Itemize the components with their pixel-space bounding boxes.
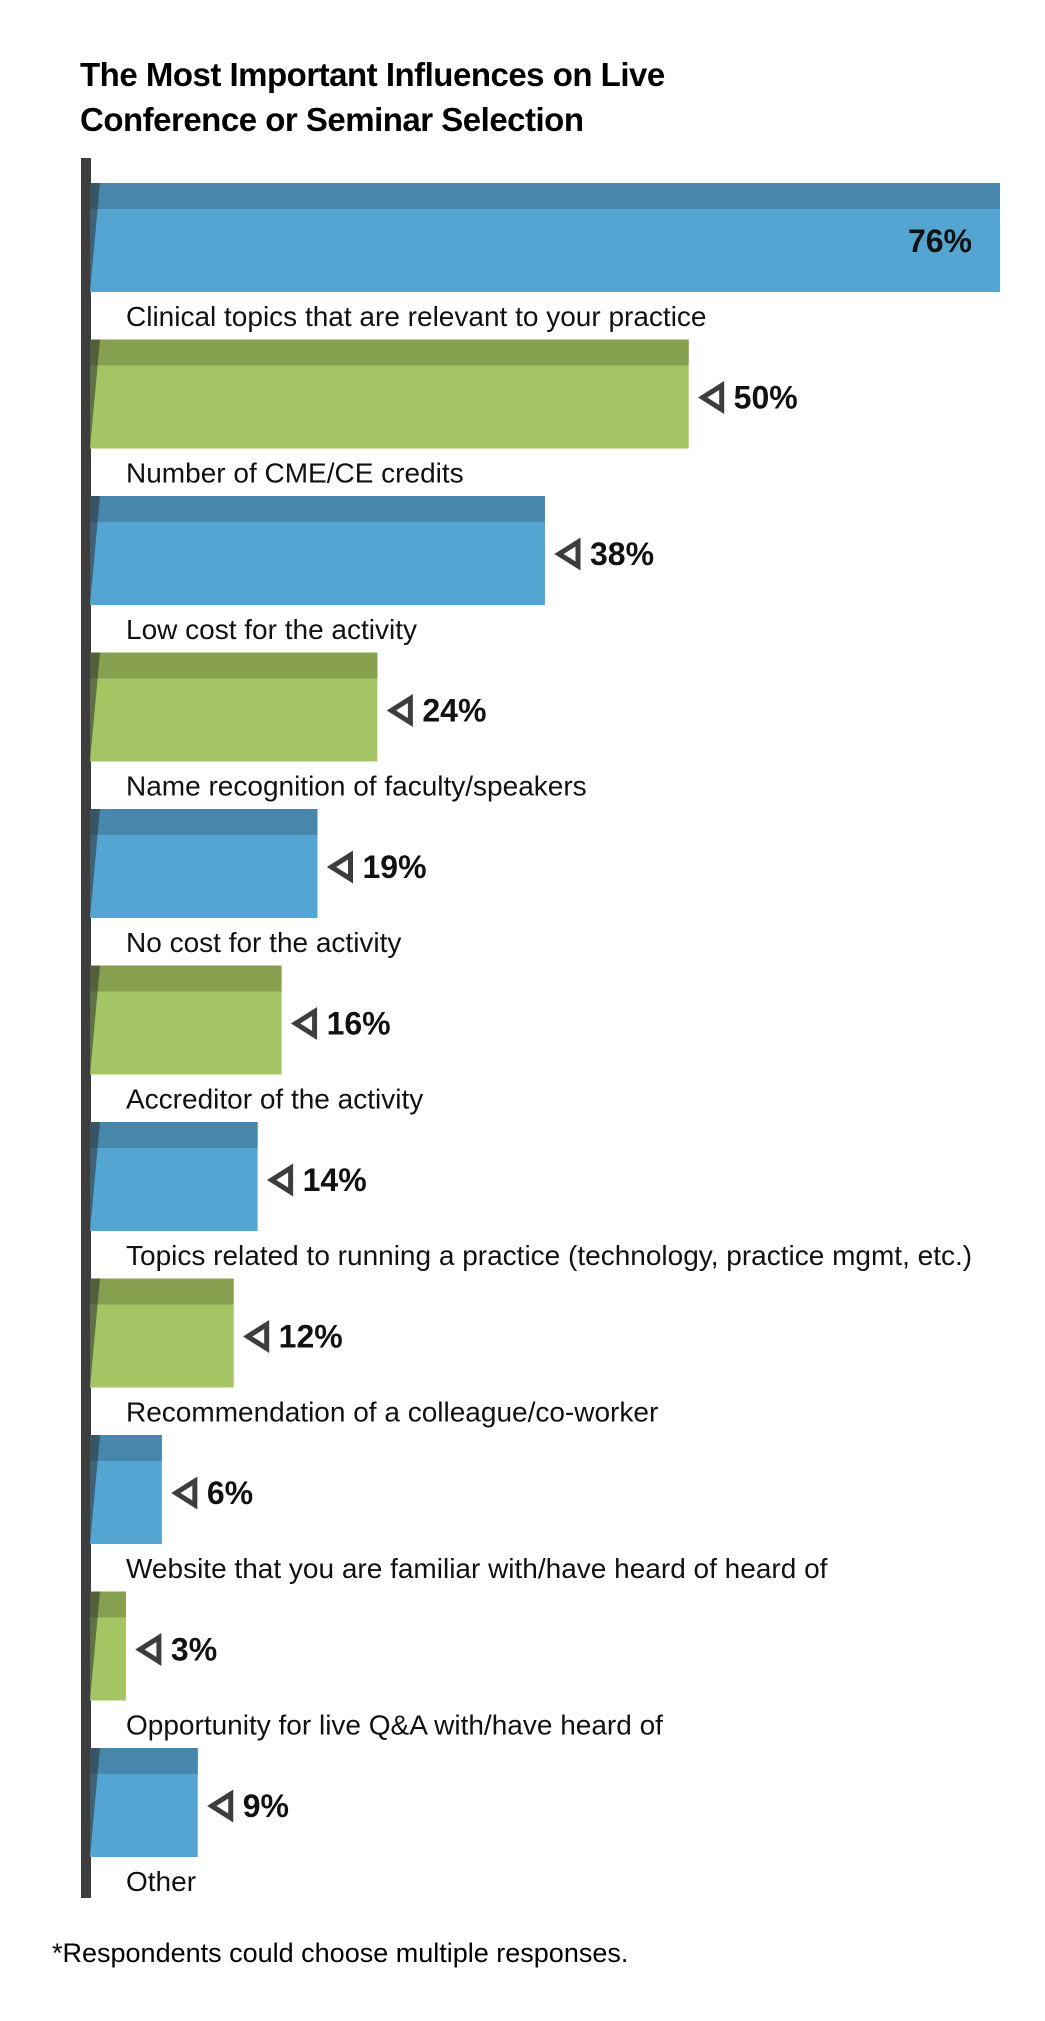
value-pointer-icon-11 bbox=[207, 1789, 234, 1823]
value-label-3: 38% bbox=[590, 536, 654, 572]
value-label-4: 24% bbox=[422, 693, 486, 729]
chart-title-line-1: The Most Important Influences on Live bbox=[80, 56, 665, 93]
bar-3-top-band bbox=[90, 496, 545, 522]
category-label-9: Website that you are familiar with/have … bbox=[126, 1553, 828, 1584]
footnote: *Respondents could choose multiple respo… bbox=[52, 1938, 629, 1968]
bar-11-top-band bbox=[90, 1748, 198, 1774]
bar-chart: 76% Clinical topics that are relevant to … bbox=[81, 158, 1000, 1898]
value-pointer-icon-2 bbox=[698, 380, 725, 415]
bar-4-shadow bbox=[90, 652, 100, 762]
value-pointer-icon-6 bbox=[290, 1006, 318, 1041]
value-label-11: 9% bbox=[243, 1788, 289, 1824]
value-label-5: 19% bbox=[363, 849, 427, 885]
bar-1-shadow bbox=[90, 183, 100, 292]
bar-4-top-band bbox=[90, 652, 378, 679]
value-pointer-icon-8 bbox=[243, 1319, 270, 1354]
category-label-7: Topics related to running a practice (te… bbox=[126, 1240, 972, 1271]
value-pointer-icon-9 bbox=[171, 1476, 198, 1510]
bar-10-shadow bbox=[90, 1591, 100, 1701]
category-label-10: Opportunity for live Q&A with/have heard… bbox=[126, 1710, 663, 1741]
bar-8-top-band bbox=[90, 1278, 234, 1305]
bar-9-top-band bbox=[90, 1435, 162, 1461]
category-label-3: Low cost for the activity bbox=[126, 614, 417, 645]
category-label-8: Recommendation of a colleague/co-worker bbox=[126, 1397, 658, 1428]
bar-2-top-band bbox=[90, 339, 689, 366]
category-label-6: Accreditor of the activity bbox=[126, 1084, 423, 1115]
value-label-10: 3% bbox=[171, 1632, 217, 1668]
bar-8-shadow bbox=[90, 1278, 100, 1388]
bar-7-shadow bbox=[90, 1122, 100, 1231]
bar-6-top-band bbox=[90, 965, 282, 992]
category-label-2: Number of CME/CE credits bbox=[126, 458, 464, 489]
bar-7-top-band bbox=[90, 1122, 258, 1148]
value-label-1: 76% bbox=[908, 223, 972, 259]
chart-title-line-2: Conference or Seminar Selection bbox=[80, 101, 584, 138]
bar-2-shadow bbox=[90, 339, 100, 449]
value-label-7: 14% bbox=[303, 1162, 367, 1198]
bar-11-shadow bbox=[90, 1748, 100, 1857]
category-label-1: Clinical topics that are relevant to you… bbox=[126, 301, 707, 332]
value-pointer-icon-3 bbox=[554, 537, 581, 571]
value-label-6: 16% bbox=[327, 1006, 391, 1042]
chart-title: The Most Important Influences on Live Co… bbox=[80, 52, 980, 142]
category-label-5: No cost for the activity bbox=[126, 927, 401, 958]
bar-1-top-band bbox=[90, 183, 1000, 209]
bar-3-shadow bbox=[90, 496, 100, 605]
value-label-2: 50% bbox=[734, 380, 798, 416]
value-label-8: 12% bbox=[279, 1319, 343, 1355]
value-label-9: 6% bbox=[207, 1475, 253, 1511]
value-pointer-icon-10 bbox=[135, 1632, 162, 1667]
bar-5-top-band bbox=[90, 809, 318, 835]
value-pointer-icon-4 bbox=[386, 693, 413, 728]
bar-9-shadow bbox=[90, 1435, 100, 1544]
bar-6-shadow bbox=[90, 965, 100, 1075]
category-label-11: Other bbox=[126, 1866, 196, 1897]
category-label-4: Name recognition of faculty/speakers bbox=[126, 771, 587, 802]
value-pointer-icon-7 bbox=[266, 1163, 294, 1197]
value-pointer-icon-5 bbox=[326, 850, 353, 884]
bar-5-shadow bbox=[90, 809, 100, 918]
y-axis-line bbox=[81, 158, 91, 1898]
